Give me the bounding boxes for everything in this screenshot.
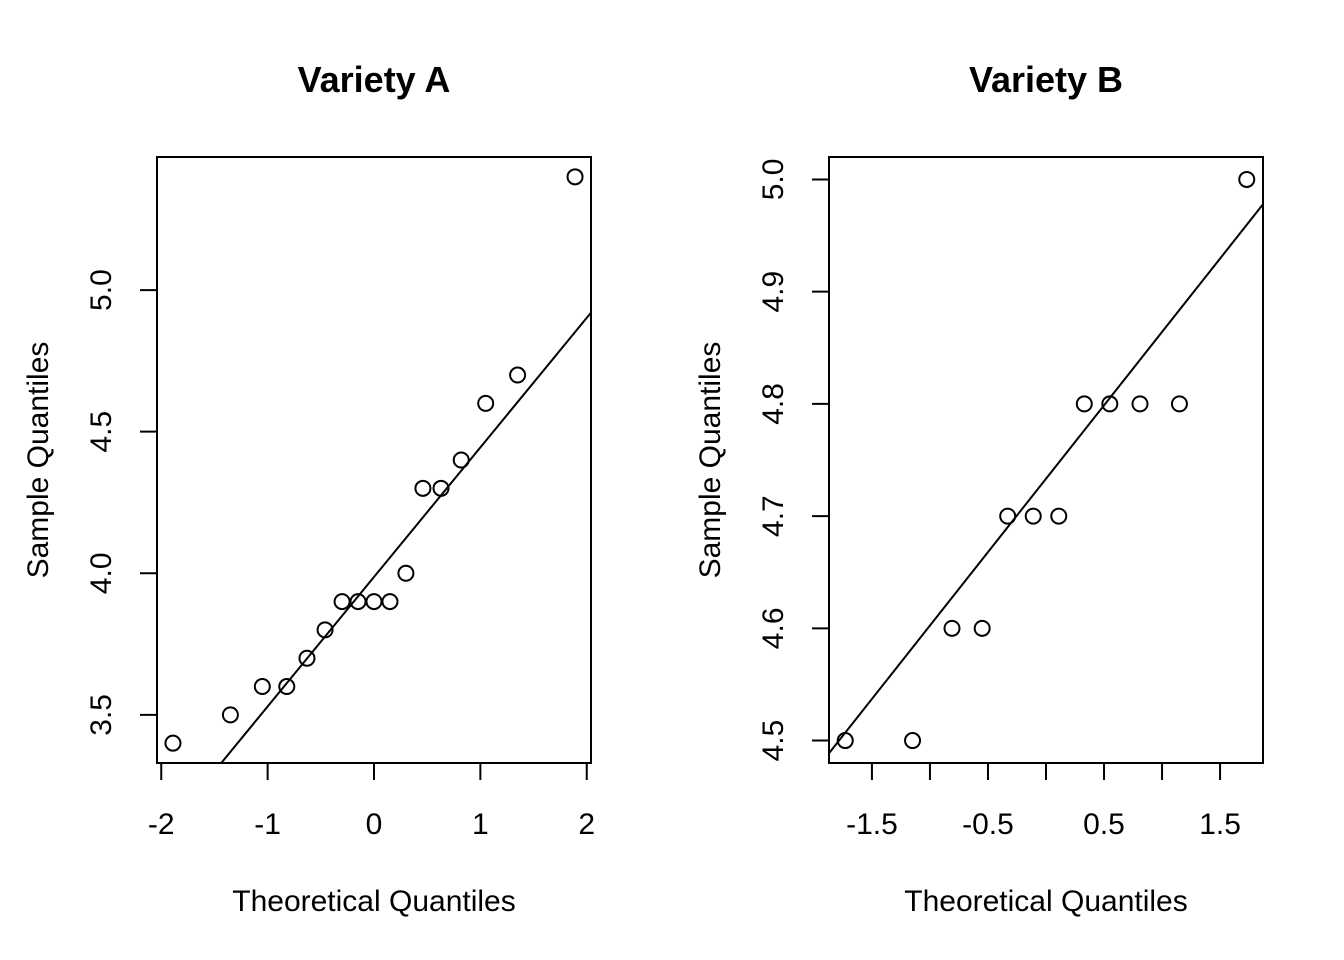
panel-variety-b: Variety B Theoretical Quantiles Sample Q… (694, 59, 1264, 918)
reference-line-group (220, 312, 592, 764)
data-point (221, 706, 239, 724)
qq-reference-line (828, 203, 1264, 754)
chart-title: Variety A (298, 59, 451, 100)
x-tick-label: 1 (472, 808, 489, 841)
data-point (1050, 507, 1068, 525)
y-tick-label: 4.6 (757, 607, 790, 649)
x-tick-label: -2 (148, 808, 175, 841)
y-tick-label: 5.0 (757, 159, 790, 201)
data-point (452, 451, 470, 469)
y-tick-label: 4.5 (85, 411, 118, 453)
reference-line-group (828, 203, 1264, 754)
data-point (999, 507, 1017, 525)
data-point (566, 168, 584, 186)
panel-variety-a: Variety A Theoretical Quantiles Sample Q… (22, 59, 595, 918)
y-tick-label: 4.5 (757, 720, 790, 762)
y-tick-label: 4.7 (757, 495, 790, 537)
x-tick-label: 1.5 (1199, 808, 1241, 841)
x-axis-label: Theoretical Quantiles (904, 885, 1187, 918)
data-point (316, 621, 334, 639)
data-point (1075, 395, 1093, 413)
data-points (836, 170, 1256, 750)
y-axis: 4.5 4.6 4.7 4.8 4.9 5.0 (757, 159, 830, 762)
x-tick-label: 2 (578, 808, 595, 841)
data-point (432, 479, 450, 497)
y-tick-label: 4.9 (757, 271, 790, 313)
data-point (1238, 170, 1256, 188)
data-point (1131, 395, 1149, 413)
data-point (298, 649, 316, 667)
x-tick-label: 0.5 (1083, 808, 1125, 841)
x-tick-label: -1 (254, 808, 281, 841)
y-tick-label: 4.0 (85, 552, 118, 594)
data-point (1101, 395, 1119, 413)
qq-reference-line (220, 312, 592, 764)
data-point (904, 732, 922, 750)
x-tick-label: -0.5 (962, 808, 1014, 841)
x-tick-label: 0 (366, 808, 383, 841)
data-point (253, 678, 271, 696)
x-axis: -1.5 -0.5 0.5 1.5 (846, 762, 1241, 841)
x-tick-label: -1.5 (846, 808, 898, 841)
y-axis-label: Sample Quantiles (22, 342, 55, 579)
data-point (397, 564, 415, 582)
y-tick-label: 4.8 (757, 383, 790, 425)
data-point (943, 619, 961, 637)
data-point (477, 394, 495, 412)
y-tick-label: 3.5 (85, 694, 118, 736)
x-axis-label: Theoretical Quantiles (232, 885, 515, 918)
data-point (836, 732, 854, 750)
data-point (164, 734, 182, 752)
data-point (973, 619, 991, 637)
y-axis: 3.5 4.0 4.5 5.0 (85, 269, 158, 736)
x-axis: -2 -1 0 1 2 (148, 762, 595, 841)
y-axis-label: Sample Quantiles (694, 342, 727, 579)
data-point (414, 479, 432, 497)
y-tick-label: 5.0 (85, 269, 118, 311)
data-point (1024, 507, 1042, 525)
data-point (278, 678, 296, 696)
data-points (164, 168, 584, 752)
data-point (381, 593, 399, 611)
data-point (1170, 395, 1188, 413)
data-point (509, 366, 527, 384)
chart-title: Variety B (969, 59, 1123, 100)
